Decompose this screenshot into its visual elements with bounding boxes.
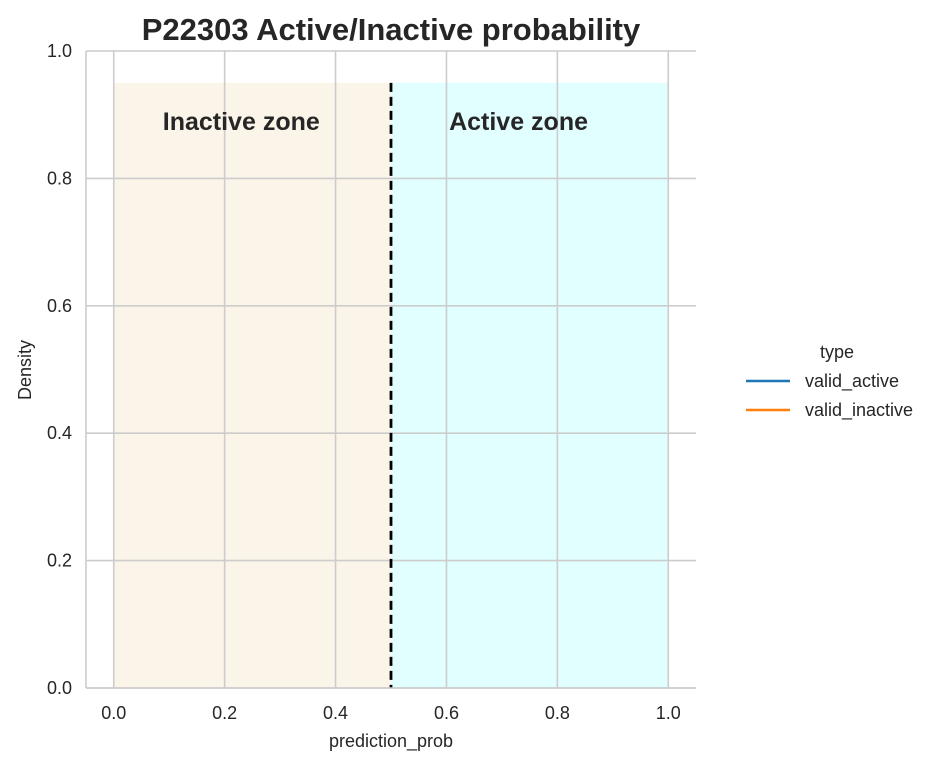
axes-layer [85,51,696,689]
y-tick-label: 0.2 [47,551,72,571]
x-axis-label: prediction_prob [329,731,453,752]
x-tick-label: 0.8 [545,703,570,723]
legend: type valid_active valid_inactive [746,342,913,421]
zones-layer [113,82,669,689]
y-tick-label: 0.0 [47,678,72,698]
x-tick-label: 0.0 [101,703,126,723]
zone-labels-layer: Inactive zone Active zone [163,108,588,136]
active-zone-label: Active zone [449,108,588,136]
legend-label-valid-active: valid_active [805,371,899,392]
legend-label-valid-inactive: valid_inactive [805,400,913,421]
inactive-zone [113,82,392,689]
y-tick-label: 0.6 [47,296,72,316]
x-tick-label: 0.6 [434,703,459,723]
y-tick-label: 0.8 [47,168,72,188]
ticks-layer: 0.0 0.2 0.4 0.6 0.8 1.0 0.0 0.2 0.4 0.6 0.8 1.0 [47,41,681,723]
inactive-zone-label: Inactive zone [163,108,320,136]
legend-title: type [820,342,854,362]
y-tick-label: 0.4 [47,423,72,443]
active-zone [391,82,669,689]
x-tick-label: 0.4 [323,703,348,723]
x-tick-label: 0.2 [212,703,237,723]
chart-title: P22303 Active/Inactive probability [142,12,641,47]
x-tick-label: 1.0 [656,703,681,723]
y-tick-label: 1.0 [47,41,72,61]
y-axis-label: Density [15,340,35,400]
